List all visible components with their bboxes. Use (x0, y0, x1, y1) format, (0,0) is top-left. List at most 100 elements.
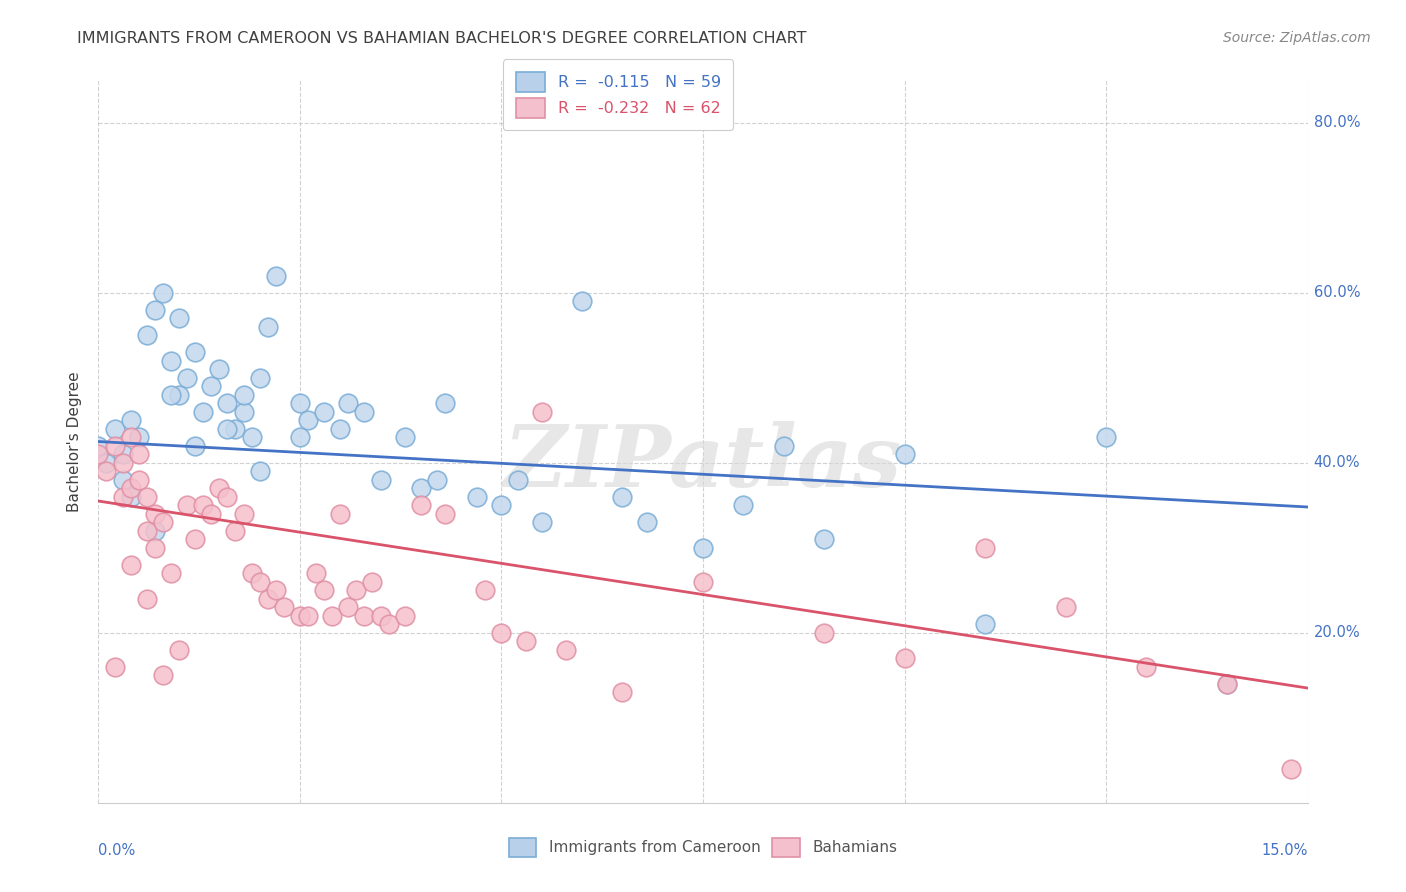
Point (184, 345, 207, 359)
Point (200, 507, 222, 521)
Point (264, 268, 287, 283)
Point (314, 405, 336, 419)
Point (612, 685, 634, 699)
Point (772, 439, 794, 453)
Point (167, 388, 190, 402)
Point (193, 405, 215, 419)
Point (353, 405, 375, 419)
Point (370, 608, 392, 623)
Point (111, 490, 134, 504)
Point (160, 388, 183, 402)
Point (612, 490, 634, 504)
Y-axis label: Bachelor's Degree: Bachelor's Degree (67, 371, 83, 512)
Point (434, 396, 457, 410)
Point (120, 413, 142, 427)
Point (143, 524, 166, 538)
Point (692, 541, 714, 555)
Point (329, 422, 352, 436)
Point (474, 583, 496, 598)
Point (506, 473, 529, 487)
Point (256, 591, 278, 606)
Point (200, 379, 222, 393)
Point (297, 413, 319, 427)
Point (1216, 677, 1239, 691)
Point (143, 507, 166, 521)
Point (434, 507, 457, 521)
Point (176, 371, 198, 385)
Point (409, 481, 432, 495)
Point (184, 439, 207, 453)
Point (120, 490, 142, 504)
Point (96, 464, 118, 478)
Point (208, 481, 231, 495)
Point (1135, 660, 1157, 674)
Point (256, 319, 278, 334)
Point (232, 405, 254, 419)
Point (193, 498, 215, 512)
Point (264, 583, 287, 598)
Point (337, 600, 360, 615)
Point (96, 456, 118, 470)
Point (893, 447, 915, 461)
Point (1216, 677, 1239, 691)
Point (217, 490, 239, 504)
Point (249, 574, 271, 589)
Point (135, 328, 157, 343)
Point (224, 422, 246, 436)
Text: 20.0%: 20.0% (1313, 625, 1360, 640)
Point (636, 516, 658, 530)
Point (370, 473, 392, 487)
Point (426, 473, 449, 487)
Text: Source: ZipAtlas.com: Source: ZipAtlas.com (1223, 31, 1371, 45)
Point (103, 439, 125, 453)
Point (111, 456, 134, 470)
Point (208, 362, 231, 376)
Point (692, 574, 714, 589)
Point (394, 608, 416, 623)
Point (893, 651, 915, 665)
Point (288, 396, 311, 410)
Point (120, 558, 142, 572)
Point (1281, 762, 1303, 776)
Point (974, 617, 997, 632)
Point (314, 583, 336, 598)
Point (337, 396, 360, 410)
Point (249, 371, 271, 385)
Point (288, 608, 311, 623)
Point (184, 533, 207, 547)
Point (135, 591, 157, 606)
Point (167, 311, 190, 326)
Point (160, 566, 183, 581)
Point (232, 388, 254, 402)
Point (530, 405, 553, 419)
Point (305, 566, 328, 581)
Text: 40.0%: 40.0% (1313, 455, 1360, 470)
Point (491, 625, 513, 640)
Point (111, 447, 134, 461)
Point (135, 524, 157, 538)
Point (377, 617, 399, 632)
Point (224, 524, 246, 538)
Point (128, 447, 150, 461)
Text: IMMIGRANTS FROM CAMEROON VS BAHAMIAN BACHELOR'S DEGREE CORRELATION CHART: IMMIGRANTS FROM CAMEROON VS BAHAMIAN BAC… (77, 31, 807, 46)
Legend: Immigrants from Cameroon, Bahamians: Immigrants from Cameroon, Bahamians (498, 828, 908, 867)
Point (135, 490, 157, 504)
Point (167, 642, 190, 657)
Point (555, 642, 578, 657)
Point (321, 608, 343, 623)
Point (530, 516, 553, 530)
Point (394, 430, 416, 444)
Point (143, 302, 166, 317)
Point (344, 583, 367, 598)
Point (515, 634, 537, 648)
Point (176, 498, 198, 512)
Point (249, 464, 271, 478)
Point (353, 608, 375, 623)
Point (361, 574, 384, 589)
Text: ZIPatlas: ZIPatlas (503, 421, 903, 505)
Point (273, 600, 295, 615)
Point (103, 422, 125, 436)
Point (217, 396, 239, 410)
Point (974, 541, 997, 555)
Text: 60.0%: 60.0% (1313, 285, 1360, 301)
